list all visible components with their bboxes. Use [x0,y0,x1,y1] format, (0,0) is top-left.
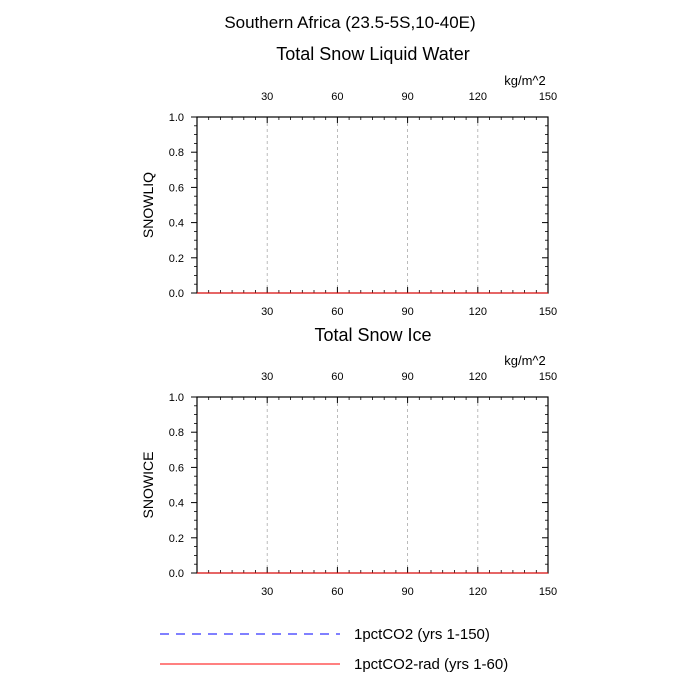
x-tick-label-bottom: 60 [331,586,343,598]
y-tick-label: 0.8 [169,427,184,439]
plot-frame [196,396,549,574]
chart-panel-1: Total Snow Liquid Water kg/m^2 30 30 60 60 90 9… [140,44,557,318]
panel-title: Total Snow Ice [314,325,431,345]
y-tick-label: 0.6 [169,462,184,474]
panel-title: Total Snow Liquid Water [276,44,469,64]
y-tick-label: 1.0 [169,392,184,404]
chart-panel-2: Total Snow Ice kg/m^2 30 30 60 60 90 90 120 120 15… [140,325,557,598]
units-label: kg/m^2 [504,73,546,88]
chart-panels: Total Snow Liquid Water kg/m^2 30 30 60 60 90 9… [140,44,557,598]
x-tick-label-top: 60 [331,371,343,383]
x-tick-label-bottom: 90 [401,586,413,598]
x-tick-label-bottom: 120 [469,586,487,598]
x-tick-label-top: 150 [539,371,557,383]
y-tick-label: 1.0 [169,112,184,124]
x-tick-label-bottom: 120 [469,306,487,318]
x-tick-label-bottom: 150 [539,586,557,598]
plot-frame [196,116,549,294]
x-tick-label-bottom: 30 [261,306,273,318]
x-tick-label-top: 60 [331,91,343,103]
x-tick-label-bottom: 30 [261,586,273,598]
y-axis-label: SNOWICE [140,452,156,519]
x-tick-label-bottom: 150 [539,306,557,318]
y-tick-label: 0.4 [169,498,184,510]
legend: 1pctCO2 (yrs 1-150) 1pctCO2-rad (yrs 1-60… [160,626,508,673]
figure-main-title: Southern Africa (23.5-5S,10-40E) [224,13,475,32]
y-axis-label: SNOWLIQ [140,172,156,238]
y-tick-label: 0.0 [169,288,184,300]
y-tick-label: 0.6 [169,182,184,194]
y-tick-label: 0.2 [169,533,184,545]
x-tick-label-bottom: 90 [401,306,413,318]
x-tick-label-top: 150 [539,91,557,103]
x-tick-label-top: 120 [469,371,487,383]
x-tick-label-bottom: 60 [331,306,343,318]
x-tick-label-top: 90 [401,371,413,383]
legend-label-1: 1pctCO2 (yrs 1-150) [354,626,490,643]
x-tick-label-top: 30 [261,371,273,383]
x-tick-label-top: 30 [261,91,273,103]
y-tick-label: 0.8 [169,147,184,159]
x-tick-label-top: 120 [469,91,487,103]
x-tick-label-top: 90 [401,91,413,103]
y-tick-label: 0.0 [169,568,184,580]
y-tick-label: 0.4 [169,218,184,230]
units-label: kg/m^2 [504,353,546,368]
legend-label-2: 1pctCO2-rad (yrs 1-60) [354,656,508,673]
y-tick-label: 0.2 [169,253,184,265]
